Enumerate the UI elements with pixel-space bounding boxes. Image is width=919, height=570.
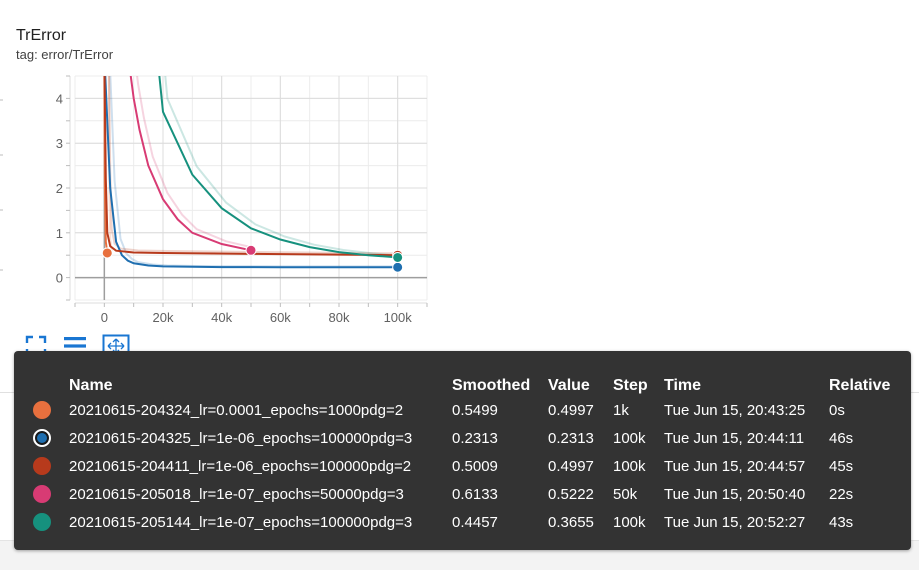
cell-smoothed: 0.5009 — [452, 458, 498, 475]
line-chart[interactable]: 0 1 2 3 4 0 20k 40k 60k 80k 100k — [0, 70, 440, 332]
run-tooltip: Name Smoothed Value Step Time Relative 2… — [14, 351, 911, 550]
series-hover-marker — [392, 261, 404, 273]
run-color-swatch — [33, 485, 51, 503]
x-tick-label: 100k — [384, 310, 413, 325]
cell-step: 50k — [613, 486, 638, 503]
header-time: Time — [664, 377, 702, 394]
x-tick-label: 60k — [270, 310, 291, 325]
cell-relative: 46s — [829, 430, 854, 447]
cell-step: 100k — [613, 430, 646, 447]
cell-value: 0.5222 — [548, 486, 594, 503]
cell-relative: 45s — [829, 458, 854, 475]
y-tick-label: 2 — [56, 181, 63, 196]
table-row: 20210615-204411_lr=1e-06_epochs=100000pd… — [14, 454, 911, 482]
run-color-swatch — [33, 429, 51, 447]
cell-value: 0.4997 — [548, 402, 594, 419]
table-row: 20210615-204325_lr=1e-06_epochs=100000pd… — [14, 426, 911, 454]
y-tick-label: 4 — [56, 91, 63, 106]
header-smoothed: Smoothed — [452, 377, 531, 394]
cell-name: 20210615-205144_lr=1e-07_epochs=100000pd… — [69, 514, 413, 531]
panel-title: TrError — [16, 27, 67, 44]
cell-step: 100k — [613, 514, 646, 531]
series-raw-line — [109, 76, 403, 268]
x-tick-label: 40k — [211, 310, 232, 325]
cell-smoothed: 0.2313 — [452, 430, 498, 447]
series-hover-marker — [101, 247, 113, 259]
table-row: 20210615-204324_lr=0.0001_epochs=1000pdg… — [14, 398, 911, 426]
series-hover-marker — [245, 244, 257, 256]
header-step: Step — [613, 377, 648, 394]
cell-relative: 22s — [829, 486, 854, 503]
series-raw-line — [108, 76, 403, 255]
table-row: 20210615-205144_lr=1e-07_epochs=100000pd… — [14, 510, 911, 538]
cell-name: 20210615-204325_lr=1e-06_epochs=100000pd… — [69, 430, 413, 447]
run-color-swatch — [33, 457, 51, 475]
cell-value: 0.3655 — [548, 514, 594, 531]
series-raw-line — [136, 76, 256, 250]
cell-step: 100k — [613, 458, 646, 475]
cell-time: Tue Jun 15, 20:52:27 — [664, 514, 806, 531]
cell-relative: 0s — [829, 402, 845, 419]
cell-relative: 43s — [829, 514, 854, 531]
series-line — [129, 76, 252, 252]
cell-time: Tue Jun 15, 20:50:40 — [664, 486, 806, 503]
cell-time: Tue Jun 15, 20:44:57 — [664, 458, 806, 475]
series-line — [158, 76, 398, 259]
cell-smoothed: 0.4457 — [452, 514, 498, 531]
cell-name: 20210615-204411_lr=1e-06_epochs=100000pd… — [69, 458, 412, 475]
cell-time: Tue Jun 15, 20:44:11 — [664, 430, 805, 447]
cell-value: 0.4997 — [548, 458, 594, 475]
run-color-swatch — [33, 513, 51, 531]
run-color-swatch — [33, 401, 51, 419]
series-hover-marker — [392, 251, 404, 263]
series-line — [104, 76, 398, 269]
x-tick-label: 80k — [329, 310, 350, 325]
cell-name: 20210615-204324_lr=0.0001_epochs=1000pdg… — [69, 402, 404, 419]
cell-smoothed: 0.5499 — [452, 402, 498, 419]
table-row: 20210615-205018_lr=1e-07_epochs=50000pdg… — [14, 482, 911, 510]
y-tick-label: 3 — [56, 136, 63, 151]
series-group — [103, 76, 403, 269]
cell-smoothed: 0.6133 — [452, 486, 498, 503]
cell-value: 0.2313 — [548, 430, 594, 447]
panel-tag: tag: error/TrError — [16, 47, 114, 62]
y-tick-label: 0 — [56, 271, 63, 286]
series-raw-line — [164, 76, 403, 257]
cell-name: 20210615-205018_lr=1e-07_epochs=50000pdg… — [69, 486, 404, 503]
cell-time: Tue Jun 15, 20:43:25 — [664, 402, 806, 419]
fullscreen-icon[interactable] — [24, 334, 50, 358]
x-tick-label: 0 — [101, 310, 108, 325]
header-value: Value — [548, 377, 590, 394]
header-relative: Relative — [829, 377, 891, 394]
cell-step: 1k — [613, 402, 629, 419]
x-tick-label: 20k — [153, 310, 174, 325]
header-name: Name — [69, 377, 113, 394]
y-tick-label: 1 — [56, 226, 63, 241]
series-line — [103, 76, 398, 257]
